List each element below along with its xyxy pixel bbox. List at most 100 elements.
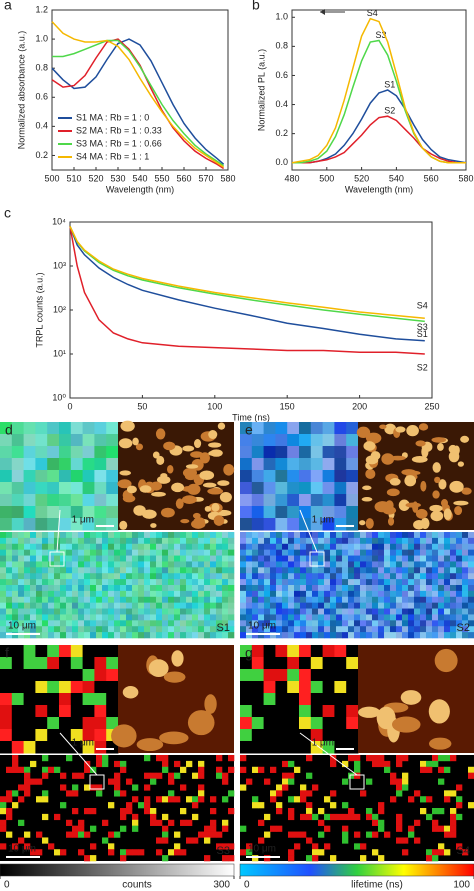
map-pixel	[102, 573, 109, 580]
map-pixel	[48, 632, 55, 639]
map-pixel	[426, 590, 433, 598]
map-pixel	[402, 837, 409, 844]
map-pixel	[282, 620, 289, 627]
map-pixel	[450, 596, 457, 603]
map-pixel	[396, 825, 403, 832]
map-pixel	[336, 608, 343, 615]
map-pixel	[198, 602, 205, 609]
map-pixel	[150, 596, 157, 603]
afm-grain	[132, 437, 139, 446]
map-pixel	[6, 573, 13, 580]
map-pixel	[246, 543, 253, 550]
map-pixel	[336, 573, 343, 580]
series-label: S2	[384, 106, 395, 116]
map-pixel	[300, 532, 307, 539]
zoom-pixel	[275, 506, 288, 519]
map-pixel	[336, 537, 343, 545]
zoom-pixel	[0, 482, 13, 495]
zoom-pixel	[251, 434, 265, 447]
map-pixel	[288, 632, 295, 639]
zoom-pixel	[310, 494, 324, 507]
map-pixel	[354, 766, 361, 773]
map-pixel	[240, 579, 247, 586]
map-pixel	[414, 590, 421, 598]
map-pixel	[354, 579, 361, 586]
map-pixel	[168, 602, 175, 609]
map-pixel	[66, 567, 73, 574]
map-pixel	[360, 579, 367, 586]
zoom-pixel	[70, 729, 84, 742]
map-pixel	[114, 620, 121, 627]
map-pixel	[108, 532, 115, 539]
map-pixel	[222, 626, 229, 633]
map-pixel	[222, 585, 229, 592]
map-pixel	[204, 543, 211, 550]
map-pixel	[108, 561, 115, 568]
map-pixel	[456, 590, 463, 598]
zoom-pixel	[11, 518, 25, 531]
map-pixel	[114, 590, 121, 598]
map-pixel	[276, 802, 283, 809]
map-pixel	[426, 585, 433, 592]
map-pixel	[114, 626, 121, 633]
map-pixel	[312, 567, 319, 574]
map-pixel	[468, 543, 474, 550]
zoom-pixel	[94, 422, 107, 435]
map-pixel	[102, 532, 109, 539]
afm-grain	[361, 497, 373, 502]
map-pixel	[432, 849, 439, 856]
map-pixel	[366, 573, 373, 580]
map-pixel	[360, 608, 367, 615]
map-pixel	[210, 620, 217, 627]
zoom-pixel	[106, 693, 119, 706]
map-pixel	[354, 755, 361, 762]
map-pixel	[288, 573, 295, 580]
map-pixel	[168, 549, 175, 556]
map-pixel	[240, 567, 247, 574]
map-pixel	[120, 590, 127, 598]
map-pixel	[168, 772, 175, 779]
zoom-pixel	[82, 693, 95, 706]
map-pixel	[396, 555, 403, 562]
map-pixel	[84, 579, 91, 586]
map-pixel	[228, 755, 235, 762]
map-pixel	[258, 573, 265, 580]
map-pixel	[324, 620, 331, 627]
map-pixel	[24, 532, 31, 539]
map-pixel	[378, 555, 385, 562]
zoom-pixel	[47, 645, 60, 658]
map-pixel	[462, 543, 469, 550]
zoom-pixel	[106, 446, 119, 459]
zoom-pixel	[299, 494, 312, 507]
zoom-pixel	[35, 681, 48, 694]
map-pixel	[24, 561, 31, 568]
map-pixel	[432, 855, 439, 862]
zoom-pixel	[94, 645, 107, 658]
map-pixel	[108, 778, 115, 785]
map-pixel	[360, 602, 367, 609]
map-pixel	[342, 579, 349, 586]
map-pixel	[396, 573, 403, 580]
map-pixel	[438, 766, 445, 773]
map-pixel	[330, 813, 337, 821]
map-pixel	[378, 596, 385, 603]
zoom-pixel	[346, 657, 359, 670]
map-pixel	[294, 626, 301, 633]
map-pixel	[12, 755, 19, 762]
zoom-pixel	[70, 446, 84, 459]
map-pixel	[120, 813, 127, 821]
map-pixel	[300, 813, 307, 821]
map-pixel	[246, 585, 253, 592]
map-pixel	[144, 579, 151, 586]
zoom-pixel	[240, 669, 253, 682]
map-pixel	[318, 602, 325, 609]
map-pixel	[426, 608, 433, 615]
zoom-pixel	[334, 645, 347, 658]
map-pixel	[438, 543, 445, 550]
map-pixel	[252, 543, 259, 550]
map-pixel	[414, 614, 421, 621]
map-pixel	[366, 549, 373, 556]
map-pixel	[444, 532, 451, 539]
map-pixel	[408, 620, 415, 627]
map-pixel	[60, 626, 67, 633]
